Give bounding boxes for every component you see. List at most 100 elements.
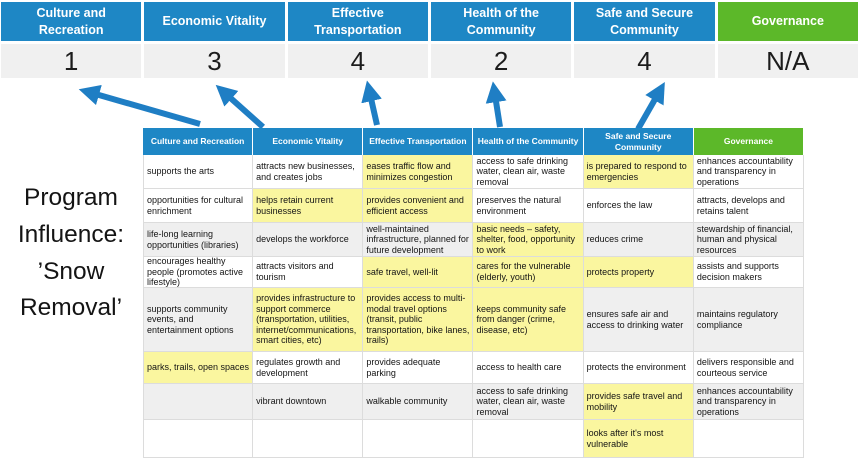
matrix-cell-text: access to health care	[476, 362, 562, 373]
matrix-cell-text: ensures safe air and access to drinking …	[586, 308, 684, 330]
matrix-cell-r8-governance	[693, 420, 804, 458]
matrix-cell-text: opportunities for cultural enrichment	[147, 194, 244, 216]
scoreboard: Culture and Recreation Economic Vitality E…	[1, 2, 858, 78]
scoreboard-header-health-of-the-community: Health of the Community	[430, 2, 572, 41]
matrix-cell-text: provides safe travel and mobility	[586, 390, 683, 412]
matrix-cell-r7-culture-and-recreation	[143, 384, 254, 420]
matrix-cell-r6-effective-transportation: provides adequate parking	[363, 352, 474, 384]
matrix-header-culture-and-recreation: Culture and Recreation	[143, 128, 254, 155]
up-arrow-icon-2	[215, 84, 265, 130]
scoreboard-score-governance: N/A	[717, 44, 858, 78]
matrix-cell-text: delivers responsible and courteous servi…	[696, 356, 794, 378]
matrix-cell-r1-economic-vitality: attracts new businesses, and creates job…	[253, 155, 364, 189]
matrix-cell-text: regulates growth and development	[256, 356, 341, 378]
matrix-cell-r4-culture-and-recreation: encourages healthy people (promotes acti…	[143, 257, 254, 288]
matrix-cell-r7-effective-transportation: walkable community	[363, 384, 474, 420]
matrix-cell-r5-effective-transportation: provides access to multi-modal travel op…	[363, 288, 474, 352]
up-arrow-icon-4	[485, 81, 507, 128]
matrix-cell-text: maintains regulatory compliance	[696, 308, 778, 330]
matrix-cell-r7-economic-vitality: vibrant downtown	[253, 384, 364, 420]
matrix-cell-r4-health-of-the-community: cares for the vulnerable (elderly, youth…	[473, 257, 584, 288]
matrix-cell-text: provides infrastructure to support comme…	[256, 292, 357, 346]
matrix-cell-r2-culture-and-recreation: opportunities for cultural enrichment	[143, 189, 254, 223]
matrix-header-governance: Governance	[693, 128, 804, 155]
matrix-cell-r3-economic-vitality: develops the workforce	[253, 223, 364, 257]
matrix-cell-text: develops the workforce	[256, 234, 349, 245]
matrix-cell-text: assists and supports decision makers	[696, 261, 779, 282]
matrix-cell-text: access to safe drinking water, clean air…	[476, 385, 569, 417]
matrix-cell-text: provides adequate parking	[366, 356, 441, 378]
matrix-cell-r3-safe-and-secure-community: reduces crime	[583, 223, 694, 257]
matrix-cell-text: supports community events, and entertain…	[147, 303, 234, 335]
matrix-cell-text: vibrant downtown	[256, 396, 327, 407]
matrix-cell-text: preserves the natural environment	[476, 194, 562, 216]
scoreboard-header-safe-and-secure-community: Safe and Secure Community	[574, 2, 715, 41]
matrix-cell-text: eases traffic flow and minimizes congest…	[366, 160, 453, 182]
matrix-cell-r6-safe-and-secure-community: protects the environment	[583, 352, 694, 384]
matrix-cell-r1-safe-and-secure-community: is prepared to respond to emergencies	[583, 155, 694, 189]
up-arrow-icon-5	[635, 82, 665, 131]
up-arrow-icon-3	[361, 80, 382, 126]
matrix-cell-r2-health-of-the-community: preserves the natural environment	[473, 189, 584, 223]
matrix-header-health-of-the-community: Health of the Community	[473, 128, 584, 155]
matrix-cell-r5-safe-and-secure-community: ensures safe air and access to drinking …	[583, 288, 694, 352]
matrix-cell-text: provides access to multi-modal travel op…	[366, 292, 470, 346]
matrix-cell-r8-culture-and-recreation	[143, 420, 254, 458]
matrix-cell-text: walkable community	[366, 396, 448, 407]
scoreboard-header-culture-and-recreation: Culture and Recreation	[1, 2, 142, 41]
matrix-cell-text: protects the environment	[586, 362, 686, 373]
matrix-cell-r6-governance: delivers responsible and courteous servi…	[693, 352, 804, 384]
scoreboard-header-economic-vitality: Economic Vitality	[144, 2, 285, 41]
matrix-cell-text: encourages healthy people (promotes acti…	[147, 257, 244, 288]
matrix-cell-text: reduces crime	[586, 234, 644, 245]
matrix-header-economic-vitality: Economic Vitality	[253, 128, 364, 155]
matrix-cell-r5-health-of-the-community: keeps community safe from danger (crime,…	[473, 288, 584, 352]
scoreboard-header-governance: Governance	[717, 2, 858, 41]
matrix-cell-text: access to safe drinking water, clean air…	[476, 155, 569, 187]
matrix-cell-r3-health-of-the-community: basic needs – safety, shelter, food, opp…	[473, 223, 584, 257]
scoreboard-score-health-of-the-community: 2	[430, 44, 572, 78]
matrix-cell-text: enforces the law	[586, 200, 653, 211]
matrix-cell-r4-safe-and-secure-community: protects property	[583, 257, 694, 288]
matrix-cell-text: protects property	[586, 266, 655, 277]
matrix-cell-r3-governance: stewardship of financial, human and phys…	[693, 223, 804, 257]
scoreboard-header-row: Culture and Recreation Economic Vitality E…	[1, 2, 858, 41]
up-arrow-icon-1	[78, 84, 201, 127]
title-line: Program	[24, 184, 118, 211]
matrix-cell-r4-effective-transportation: safe travel, well-lit	[363, 257, 474, 288]
matrix-cell-text: provides convenient and efficient access	[366, 194, 464, 216]
matrix-cell-r7-health-of-the-community: access to safe drinking water, clean air…	[473, 384, 584, 420]
matrix-cell-r5-culture-and-recreation: supports community events, and entertain…	[143, 288, 254, 352]
matrix-cell-r1-health-of-the-community: access to safe drinking water, clean air…	[473, 155, 584, 189]
matrix-cell-text: life-long learning opportunities (librar…	[147, 228, 239, 250]
matrix-cell-text: supports the arts	[147, 166, 215, 177]
scoreboard-score-culture-and-recreation: 1	[1, 44, 142, 78]
matrix-cell-text: attracts new businesses, and creates job…	[256, 160, 355, 182]
matrix-cell-r7-governance: enhances accountability and transparency…	[693, 384, 804, 420]
matrix-cell-r2-governance: attracts, develops and retains talent	[693, 189, 804, 223]
title-line: Influence:	[17, 220, 125, 248]
scoreboard-score-economic-vitality: 3	[144, 44, 285, 78]
matrix-cell-text: keeps community safe from danger (crime,…	[476, 303, 567, 335]
scoreboard-score-row: 1 3 4 2 4 N/A	[1, 44, 858, 78]
matrix-cell-r4-economic-vitality: attracts visitors and tourism	[253, 257, 364, 288]
matrix-cell-r8-health-of-the-community	[473, 420, 584, 458]
matrix-header-safe-and-secure-community: Safe and Secure Community	[583, 128, 694, 155]
matrix-cell-r2-effective-transportation: provides convenient and efficient access	[363, 189, 474, 223]
matrix-cell-r8-safe-and-secure-community: looks after it's most vulnerable	[583, 420, 694, 458]
matrix-cell-r3-culture-and-recreation: life-long learning opportunities (librar…	[143, 223, 254, 257]
matrix-cell-text: attracts, develops and retains talent	[696, 194, 785, 216]
matrix-cell-r6-economic-vitality: regulates growth and development	[253, 352, 364, 384]
matrix-cell-text: enhances accountability and transparency…	[696, 155, 793, 187]
matrix-cell-r6-health-of-the-community: access to health care	[473, 352, 584, 384]
matrix-cell-r2-economic-vitality: helps retain current businesses	[253, 189, 364, 223]
matrix-cell-r8-economic-vitality	[253, 420, 364, 458]
matrix-cell-text: attracts visitors and tourism	[256, 261, 334, 282]
matrix-cell-text: is prepared to respond to emergencies	[586, 160, 687, 182]
matrix-cell-r5-governance: maintains regulatory compliance	[693, 288, 804, 352]
matrix-header-effective-transportation: Effective Transportation	[363, 128, 474, 155]
program-influence-title: Program Influence: ’Snow Removal’	[0, 180, 142, 327]
matrix-cell-text: safe travel, well-lit	[366, 266, 438, 277]
matrix-cell-text: enhances accountability and transparency…	[696, 385, 793, 417]
matrix-cell-r1-governance: enhances accountability and transparency…	[693, 155, 804, 189]
